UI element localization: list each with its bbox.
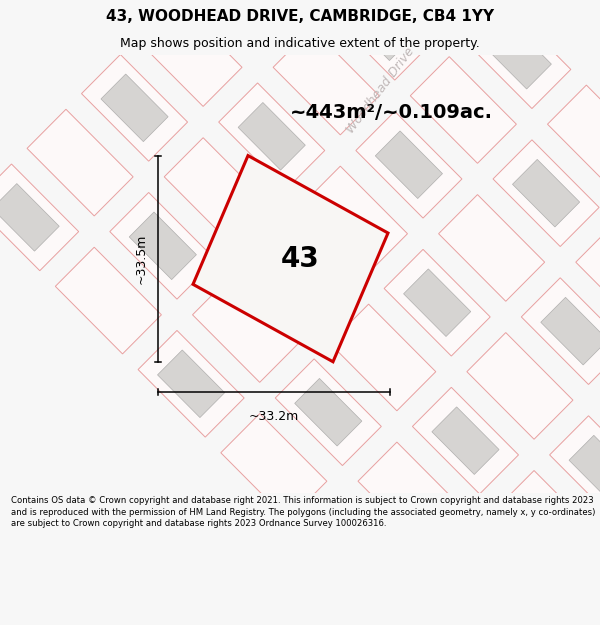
Polygon shape [275, 359, 382, 466]
Polygon shape [110, 192, 216, 299]
Polygon shape [347, 0, 414, 61]
Text: 43: 43 [281, 244, 320, 272]
Text: Contains OS data © Crown copyright and database right 2021. This information is : Contains OS data © Crown copyright and d… [11, 496, 595, 528]
Polygon shape [432, 407, 499, 474]
Polygon shape [356, 111, 462, 218]
Text: Map shows position and indicative extent of the property.: Map shows position and indicative extent… [120, 38, 480, 51]
Polygon shape [329, 304, 436, 411]
Polygon shape [521, 278, 600, 384]
Polygon shape [519, 0, 600, 54]
Polygon shape [138, 331, 244, 437]
Polygon shape [129, 212, 196, 279]
Polygon shape [266, 241, 334, 308]
Polygon shape [576, 223, 600, 330]
Polygon shape [221, 414, 327, 521]
Polygon shape [0, 184, 59, 251]
Polygon shape [301, 166, 407, 273]
Polygon shape [190, 0, 296, 52]
Polygon shape [273, 28, 379, 135]
Polygon shape [82, 54, 188, 161]
Polygon shape [164, 138, 271, 244]
Polygon shape [193, 276, 299, 382]
Polygon shape [404, 269, 471, 336]
Polygon shape [376, 131, 442, 199]
Polygon shape [193, 156, 388, 362]
Polygon shape [465, 2, 571, 109]
Polygon shape [512, 159, 580, 227]
Polygon shape [27, 109, 133, 216]
Polygon shape [136, 0, 242, 106]
Polygon shape [384, 249, 490, 356]
Polygon shape [238, 102, 305, 170]
Polygon shape [101, 74, 168, 142]
Polygon shape [158, 350, 224, 418]
Text: ~443m²/~0.109ac.: ~443m²/~0.109ac. [290, 103, 493, 122]
Polygon shape [495, 471, 600, 578]
Polygon shape [55, 248, 161, 354]
Polygon shape [328, 0, 434, 80]
Polygon shape [304, 497, 410, 604]
Text: ~33.5m: ~33.5m [135, 234, 148, 284]
Polygon shape [410, 57, 517, 163]
Polygon shape [358, 442, 464, 549]
Polygon shape [412, 388, 518, 494]
Polygon shape [247, 221, 353, 328]
Polygon shape [484, 21, 551, 89]
Polygon shape [0, 164, 79, 271]
Polygon shape [547, 85, 600, 192]
Polygon shape [323, 516, 390, 584]
Polygon shape [295, 379, 362, 446]
Polygon shape [467, 332, 573, 439]
Text: ~33.2m: ~33.2m [249, 410, 299, 423]
Polygon shape [569, 436, 600, 503]
Text: Woodhead Drive: Woodhead Drive [344, 45, 416, 136]
Text: 43, WOODHEAD DRIVE, CAMBRIDGE, CB4 1YY: 43, WOODHEAD DRIVE, CAMBRIDGE, CB4 1YY [106, 9, 494, 24]
Polygon shape [550, 416, 600, 522]
Polygon shape [493, 140, 599, 246]
Polygon shape [210, 0, 277, 32]
Polygon shape [439, 194, 545, 301]
Polygon shape [541, 298, 600, 365]
Polygon shape [218, 83, 325, 189]
